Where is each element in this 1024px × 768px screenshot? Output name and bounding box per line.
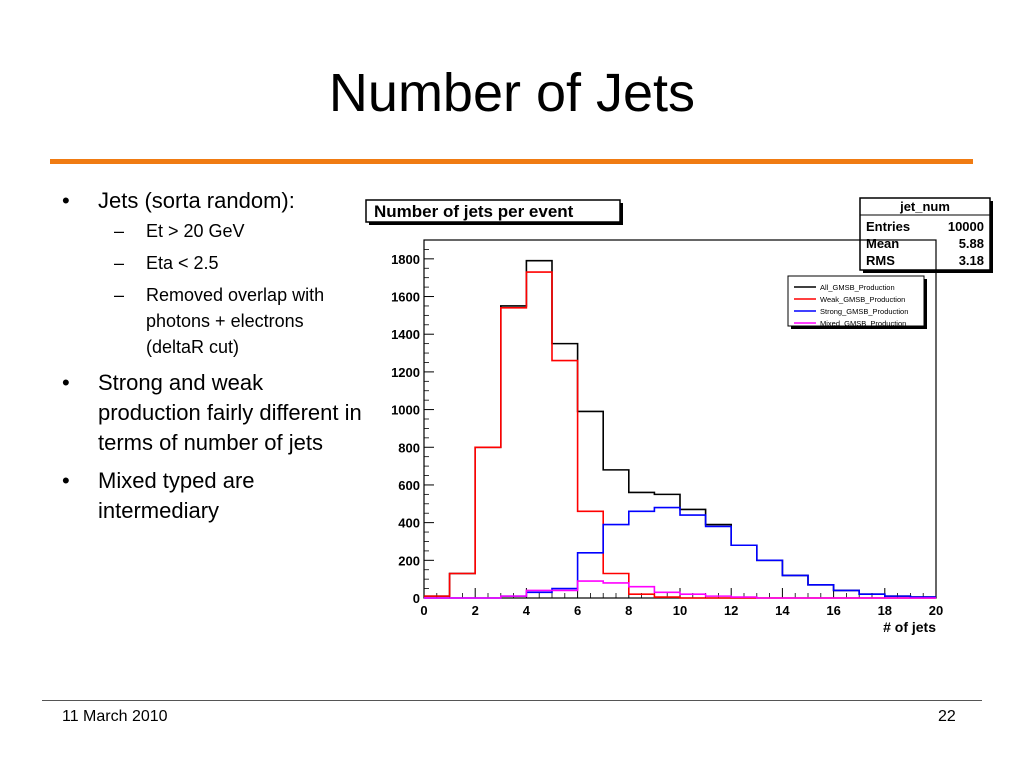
footer-date: 11 March 2010 <box>62 708 168 725</box>
x-axis-label: # of jets <box>883 619 936 635</box>
bullet-item: • Mixed typed are intermediary <box>62 466 362 526</box>
x-tick-label: 4 <box>523 603 531 618</box>
legend: All_GMSB_Production Weak_GMSB_Production S… <box>787 275 927 329</box>
y-tick-label: 400 <box>398 516 420 531</box>
y-tick-label: 600 <box>398 478 420 493</box>
legend-label: Weak_GMSB_Production <box>820 295 905 304</box>
x-tick-label: 14 <box>775 603 790 618</box>
bullet-glyph: • <box>62 370 70 395</box>
stats-box: jet_num Entries 10000 Mean 5.88 RMS 3.18 <box>859 197 993 273</box>
legend-label: Strong_GMSB_Production <box>820 307 908 316</box>
bullet-glyph: • <box>62 468 70 493</box>
x-tick-label: 10 <box>673 603 687 618</box>
y-tick-label: 1600 <box>391 290 420 305</box>
stats-label-mean: Mean <box>866 236 899 251</box>
x-tick-label: 20 <box>929 603 943 618</box>
sub-bullet-text: Eta < 2.5 <box>146 253 219 273</box>
x-tick-label: 6 <box>574 603 581 618</box>
x-tick-label: 16 <box>826 603 840 618</box>
legend-label: Mixed_GMSB_Production <box>820 319 906 328</box>
y-tick-label: 200 <box>398 553 420 568</box>
histogram-chart: Number of jets per event jet_num Entries… <box>365 197 993 635</box>
y-tick-label: 0 <box>413 591 420 606</box>
x-tick-label: 12 <box>724 603 738 618</box>
bullet-text: Jets (sorta random): <box>98 188 295 213</box>
bullet-text: Strong and weak production fairly differ… <box>98 370 362 455</box>
title-underline <box>50 159 973 164</box>
bullet-item: • Jets (sorta random): – Et > 20 GeV – E… <box>62 186 362 360</box>
histogram-series-mixed-gmsb-production <box>424 580 936 599</box>
y-tick-label: 1200 <box>391 365 420 380</box>
bullet-glyph: • <box>62 188 70 213</box>
slide-title: Number of Jets <box>328 63 696 123</box>
sub-bullet-glyph: – <box>114 253 125 273</box>
x-tick-label: 8 <box>625 603 632 618</box>
stats-label-entries: Entries <box>866 219 910 234</box>
y-tick-label: 1800 <box>391 252 420 267</box>
sub-bullet-glyph: – <box>114 221 125 241</box>
sub-bullet-item: – Removed overlap with photons + electro… <box>62 282 362 360</box>
sub-bullet-list: – Et > 20 GeV – Eta < 2.5 – Removed over… <box>98 218 362 360</box>
x-tick-label: 0 <box>420 603 427 618</box>
chart-title-box: Number of jets per event <box>365 199 623 225</box>
sub-bullet-text: Et > 20 GeV <box>146 221 245 241</box>
bullet-item: • Strong and weak production fairly diff… <box>62 368 362 458</box>
y-tick-label: 1000 <box>391 403 420 418</box>
histogram-series-strong-gmsb-production <box>424 506 936 599</box>
y-tick-label: 800 <box>398 440 420 455</box>
x-tick-label: 2 <box>472 603 479 618</box>
chart-title: Number of jets per event <box>374 202 574 221</box>
stats-box-name: jet_num <box>899 199 950 214</box>
sub-bullet-text: Removed overlap with photons + electrons… <box>146 285 325 357</box>
stats-value-rms: 3.18 <box>959 253 984 268</box>
sub-bullet-item: – Eta < 2.5 <box>62 250 362 276</box>
y-tick-label: 1400 <box>391 327 420 342</box>
bullet-text: Mixed typed are intermediary <box>98 468 255 523</box>
legend-label: All_GMSB_Production <box>820 283 895 292</box>
sub-bullet-item: – Et > 20 GeV <box>62 218 362 244</box>
stats-value-mean: 5.88 <box>959 236 984 251</box>
page-number: 22 <box>938 708 956 725</box>
stats-label-rms: RMS <box>866 253 895 268</box>
sub-bullet-glyph: – <box>114 285 125 305</box>
stats-value-entries: 10000 <box>948 219 984 234</box>
x-tick-label: 18 <box>878 603 892 618</box>
bullet-list: • Jets (sorta random): – Et > 20 GeV – E… <box>62 186 362 534</box>
footer-rule <box>42 700 982 701</box>
